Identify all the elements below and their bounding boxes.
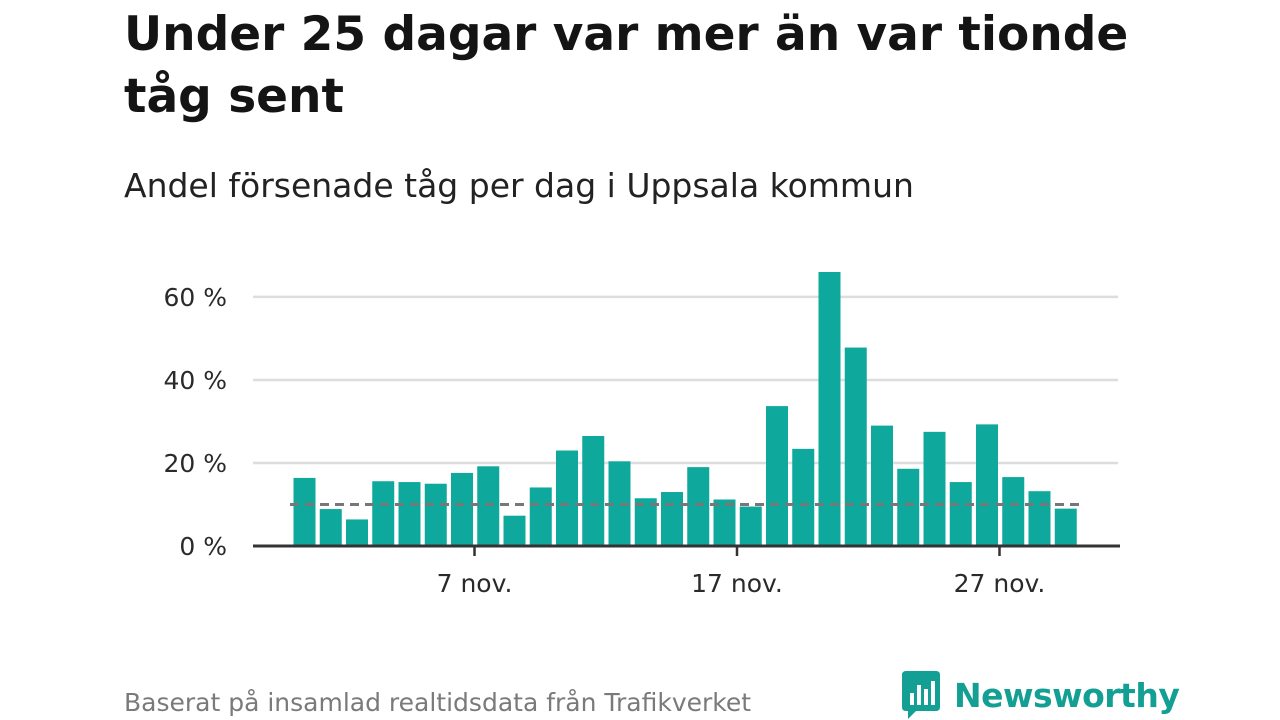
bar [687, 467, 710, 546]
y-tick-label: 20 % [163, 449, 227, 478]
source-note: Baserat på insamlad realtidsdata från Tr… [124, 688, 752, 717]
axes [253, 544, 1120, 556]
tick-labels: 7 nov. 17 nov. 27 nov. 0 % 20 % 40 % 60 % [163, 283, 1045, 598]
bar [398, 482, 421, 546]
chart-subtitle: Andel försenade tåg per dag i Uppsala ko… [124, 166, 914, 205]
bar [372, 481, 395, 546]
newsworthy-logo-icon [902, 671, 940, 719]
bar [608, 461, 631, 546]
bar [1028, 491, 1051, 546]
chart-title: Under 25 dagar var mer än var tionde tåg… [124, 7, 1129, 124]
bar [949, 482, 972, 546]
bar [976, 424, 998, 546]
bar [556, 450, 578, 546]
bar [451, 472, 473, 546]
grid-lines [253, 295, 1118, 465]
y-tick-label: 40 % [163, 366, 227, 395]
brand-name: Newsworthy [954, 675, 1180, 715]
bar [844, 347, 867, 546]
bar [582, 435, 605, 546]
bar [477, 466, 500, 546]
bar [713, 499, 736, 546]
bar [424, 483, 447, 546]
x-tick-label: 27 nov. [954, 569, 1046, 598]
bar-chart: 7 nov. 17 nov. 27 nov. 0 % 20 % 40 % 60 % [163, 272, 1120, 598]
bar [634, 498, 657, 546]
brand-logo[interactable]: Newsworthy [900, 670, 1180, 720]
bar [897, 468, 920, 546]
bar [346, 519, 368, 546]
bar [871, 425, 893, 546]
x-tick-label: 7 nov. [437, 569, 513, 598]
y-tick-label: 0 % [179, 532, 227, 561]
x-tick-label: 17 nov. [691, 569, 783, 598]
bar [766, 406, 788, 546]
bar [923, 431, 946, 546]
bar [529, 487, 552, 546]
bars [293, 272, 1077, 546]
bar [319, 509, 342, 546]
bar [739, 506, 762, 546]
bar [503, 515, 526, 546]
bar [818, 272, 841, 546]
y-tick-label: 60 % [163, 283, 227, 312]
bar [661, 492, 683, 546]
bar [792, 448, 815, 546]
bar [1002, 477, 1025, 546]
bar [293, 477, 316, 546]
bar [1054, 508, 1077, 546]
